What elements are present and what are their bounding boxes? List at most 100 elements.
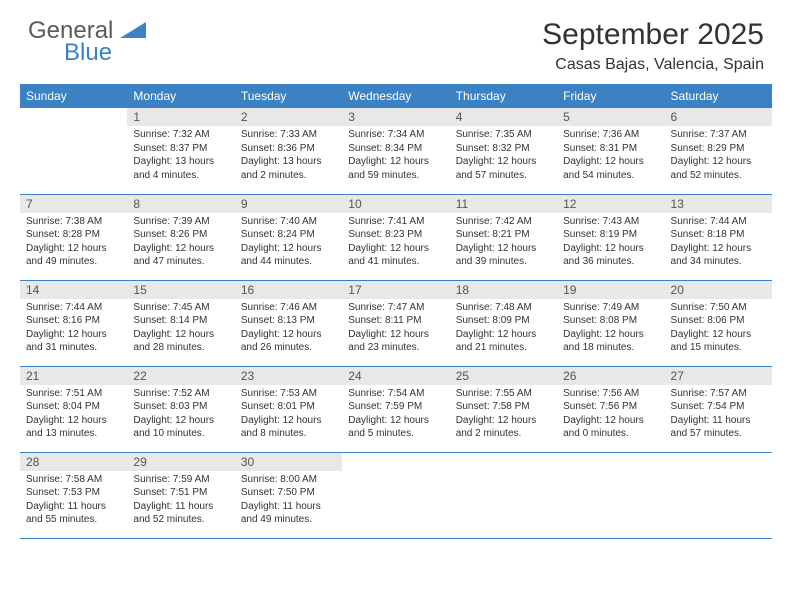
calendar-day-cell: 7Sunrise: 7:38 AMSunset: 8:28 PMDaylight… xyxy=(20,194,127,280)
day-number: 21 xyxy=(20,367,127,385)
calendar-day-cell: 8Sunrise: 7:39 AMSunset: 8:26 PMDaylight… xyxy=(127,194,234,280)
title-block: September 2025 Casas Bajas, Valencia, Sp… xyxy=(542,18,764,74)
day-content: Sunrise: 7:59 AMSunset: 7:51 PMDaylight:… xyxy=(127,471,234,531)
calendar-day-cell: 18Sunrise: 7:48 AMSunset: 8:09 PMDayligh… xyxy=(450,280,557,366)
day-number: 7 xyxy=(20,195,127,213)
day-number: 20 xyxy=(665,281,772,299)
calendar-day-cell: 25Sunrise: 7:55 AMSunset: 7:58 PMDayligh… xyxy=(450,366,557,452)
calendar-week-row: 21Sunrise: 7:51 AMSunset: 8:04 PMDayligh… xyxy=(20,366,772,452)
calendar-day-cell: 20Sunrise: 7:50 AMSunset: 8:06 PMDayligh… xyxy=(665,280,772,366)
logo-triangle-icon xyxy=(120,22,146,38)
day-content: Sunrise: 7:45 AMSunset: 8:14 PMDaylight:… xyxy=(127,299,234,359)
day-content: Sunrise: 7:52 AMSunset: 8:03 PMDaylight:… xyxy=(127,385,234,445)
calendar-day-cell xyxy=(557,452,664,538)
day-number: 11 xyxy=(450,195,557,213)
calendar-day-cell: 9Sunrise: 7:40 AMSunset: 8:24 PMDaylight… xyxy=(235,194,342,280)
day-content: Sunrise: 7:56 AMSunset: 7:56 PMDaylight:… xyxy=(557,385,664,445)
calendar-week-row: 14Sunrise: 7:44 AMSunset: 8:16 PMDayligh… xyxy=(20,280,772,366)
day-content: Sunrise: 8:00 AMSunset: 7:50 PMDaylight:… xyxy=(235,471,342,531)
day-content: Sunrise: 7:47 AMSunset: 8:11 PMDaylight:… xyxy=(342,299,449,359)
weekday-header: Saturday xyxy=(665,84,772,108)
day-number: 26 xyxy=(557,367,664,385)
day-number: 15 xyxy=(127,281,234,299)
calendar-week-row: 1Sunrise: 7:32 AMSunset: 8:37 PMDaylight… xyxy=(20,108,772,194)
day-number: 23 xyxy=(235,367,342,385)
day-content: Sunrise: 7:43 AMSunset: 8:19 PMDaylight:… xyxy=(557,213,664,273)
calendar-day-cell xyxy=(342,452,449,538)
calendar-day-cell: 4Sunrise: 7:35 AMSunset: 8:32 PMDaylight… xyxy=(450,108,557,194)
day-content: Sunrise: 7:57 AMSunset: 7:54 PMDaylight:… xyxy=(665,385,772,445)
calendar-day-cell: 12Sunrise: 7:43 AMSunset: 8:19 PMDayligh… xyxy=(557,194,664,280)
day-number: 9 xyxy=(235,195,342,213)
calendar-day-cell: 29Sunrise: 7:59 AMSunset: 7:51 PMDayligh… xyxy=(127,452,234,538)
day-number: 6 xyxy=(665,108,772,126)
calendar-day-cell: 14Sunrise: 7:44 AMSunset: 8:16 PMDayligh… xyxy=(20,280,127,366)
day-number: 17 xyxy=(342,281,449,299)
day-content: Sunrise: 7:34 AMSunset: 8:34 PMDaylight:… xyxy=(342,126,449,186)
day-number: 27 xyxy=(665,367,772,385)
calendar-day-cell: 16Sunrise: 7:46 AMSunset: 8:13 PMDayligh… xyxy=(235,280,342,366)
day-content: Sunrise: 7:40 AMSunset: 8:24 PMDaylight:… xyxy=(235,213,342,273)
day-number: 4 xyxy=(450,108,557,126)
calendar-day-cell: 19Sunrise: 7:49 AMSunset: 8:08 PMDayligh… xyxy=(557,280,664,366)
day-content: Sunrise: 7:44 AMSunset: 8:16 PMDaylight:… xyxy=(20,299,127,359)
day-content: Sunrise: 7:36 AMSunset: 8:31 PMDaylight:… xyxy=(557,126,664,186)
calendar-body: 1Sunrise: 7:32 AMSunset: 8:37 PMDaylight… xyxy=(20,108,772,538)
day-number: 16 xyxy=(235,281,342,299)
month-title: September 2025 xyxy=(542,18,764,52)
day-number: 22 xyxy=(127,367,234,385)
day-content: Sunrise: 7:42 AMSunset: 8:21 PMDaylight:… xyxy=(450,213,557,273)
calendar-day-cell: 11Sunrise: 7:42 AMSunset: 8:21 PMDayligh… xyxy=(450,194,557,280)
day-number: 3 xyxy=(342,108,449,126)
header: General Blue September 2025 Casas Bajas,… xyxy=(0,0,792,84)
day-number: 18 xyxy=(450,281,557,299)
calendar-day-cell: 5Sunrise: 7:36 AMSunset: 8:31 PMDaylight… xyxy=(557,108,664,194)
day-content: Sunrise: 7:50 AMSunset: 8:06 PMDaylight:… xyxy=(665,299,772,359)
day-content: Sunrise: 7:39 AMSunset: 8:26 PMDaylight:… xyxy=(127,213,234,273)
day-number: 2 xyxy=(235,108,342,126)
day-number: 13 xyxy=(665,195,772,213)
weekday-header: Wednesday xyxy=(342,84,449,108)
day-number: 19 xyxy=(557,281,664,299)
weekday-header: Sunday xyxy=(20,84,127,108)
calendar-week-row: 28Sunrise: 7:58 AMSunset: 7:53 PMDayligh… xyxy=(20,452,772,538)
weekday-header: Monday xyxy=(127,84,234,108)
day-number: 24 xyxy=(342,367,449,385)
day-number: 12 xyxy=(557,195,664,213)
logo: General Blue xyxy=(28,18,146,67)
calendar-day-cell: 15Sunrise: 7:45 AMSunset: 8:14 PMDayligh… xyxy=(127,280,234,366)
calendar-day-cell: 24Sunrise: 7:54 AMSunset: 7:59 PMDayligh… xyxy=(342,366,449,452)
day-content: Sunrise: 7:53 AMSunset: 8:01 PMDaylight:… xyxy=(235,385,342,445)
day-content: Sunrise: 7:44 AMSunset: 8:18 PMDaylight:… xyxy=(665,213,772,273)
day-content: Sunrise: 7:33 AMSunset: 8:36 PMDaylight:… xyxy=(235,126,342,186)
calendar-table: SundayMondayTuesdayWednesdayThursdayFrid… xyxy=(20,84,772,539)
weekday-header: Friday xyxy=(557,84,664,108)
calendar-day-cell: 21Sunrise: 7:51 AMSunset: 8:04 PMDayligh… xyxy=(20,366,127,452)
day-number: 14 xyxy=(20,281,127,299)
day-content: Sunrise: 7:37 AMSunset: 8:29 PMDaylight:… xyxy=(665,126,772,186)
calendar-day-cell xyxy=(20,108,127,194)
day-content: Sunrise: 7:51 AMSunset: 8:04 PMDaylight:… xyxy=(20,385,127,445)
calendar-day-cell: 27Sunrise: 7:57 AMSunset: 7:54 PMDayligh… xyxy=(665,366,772,452)
day-number: 30 xyxy=(235,453,342,471)
calendar-day-cell: 13Sunrise: 7:44 AMSunset: 8:18 PMDayligh… xyxy=(665,194,772,280)
logo-text-blue: Blue xyxy=(64,40,146,66)
day-content: Sunrise: 7:46 AMSunset: 8:13 PMDaylight:… xyxy=(235,299,342,359)
calendar-day-cell: 23Sunrise: 7:53 AMSunset: 8:01 PMDayligh… xyxy=(235,366,342,452)
day-number: 28 xyxy=(20,453,127,471)
day-number: 8 xyxy=(127,195,234,213)
calendar-day-cell: 22Sunrise: 7:52 AMSunset: 8:03 PMDayligh… xyxy=(127,366,234,452)
calendar-week-row: 7Sunrise: 7:38 AMSunset: 8:28 PMDaylight… xyxy=(20,194,772,280)
calendar-day-cell: 6Sunrise: 7:37 AMSunset: 8:29 PMDaylight… xyxy=(665,108,772,194)
weekday-header: Tuesday xyxy=(235,84,342,108)
calendar-day-cell xyxy=(450,452,557,538)
day-content: Sunrise: 7:58 AMSunset: 7:53 PMDaylight:… xyxy=(20,471,127,531)
day-content: Sunrise: 7:55 AMSunset: 7:58 PMDaylight:… xyxy=(450,385,557,445)
day-content: Sunrise: 7:41 AMSunset: 8:23 PMDaylight:… xyxy=(342,213,449,273)
calendar-day-cell: 26Sunrise: 7:56 AMSunset: 7:56 PMDayligh… xyxy=(557,366,664,452)
day-content: Sunrise: 7:38 AMSunset: 8:28 PMDaylight:… xyxy=(20,213,127,273)
day-number: 1 xyxy=(127,108,234,126)
day-content: Sunrise: 7:35 AMSunset: 8:32 PMDaylight:… xyxy=(450,126,557,186)
day-number: 5 xyxy=(557,108,664,126)
calendar-day-cell: 28Sunrise: 7:58 AMSunset: 7:53 PMDayligh… xyxy=(20,452,127,538)
